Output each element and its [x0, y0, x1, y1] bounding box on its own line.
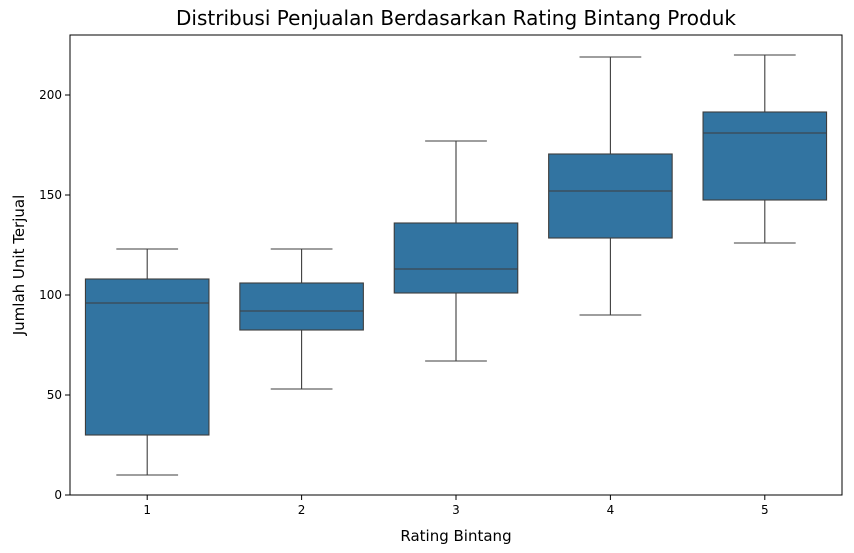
interquartile-box [393, 222, 519, 294]
box-rating-5 [702, 54, 828, 244]
y-tick-label: 50 [47, 388, 62, 402]
x-tick-label: 2 [298, 503, 306, 517]
y-tick-label: 200 [39, 88, 62, 102]
x-tick-label: 5 [761, 503, 769, 517]
y-axis-label: Jumlah Unit Terjual [10, 195, 28, 337]
x-tick-label: 4 [607, 503, 615, 517]
box-rating-2 [239, 248, 364, 390]
interquartile-box [702, 111, 828, 201]
x-axis: 1 2 3 4 5 [143, 495, 769, 517]
x-tick-label: 3 [452, 503, 460, 517]
chart-title: Distribusi Penjualan Berdasarkan Rating … [176, 6, 736, 30]
y-tick-label: 100 [39, 288, 62, 302]
y-axis: 0 50 100 150 200 [39, 88, 70, 502]
y-tick-label: 150 [39, 188, 62, 202]
x-axis-label: Rating Bintang [400, 527, 511, 545]
box-rating-1 [84, 248, 210, 476]
box-rating-4 [548, 56, 673, 316]
box-series [84, 54, 828, 476]
box-rating-3 [393, 140, 519, 362]
interquartile-box [239, 282, 364, 331]
interquartile-box [84, 278, 210, 436]
x-tick-label: 1 [143, 503, 151, 517]
interquartile-box [548, 153, 673, 239]
y-tick-label: 0 [54, 488, 62, 502]
